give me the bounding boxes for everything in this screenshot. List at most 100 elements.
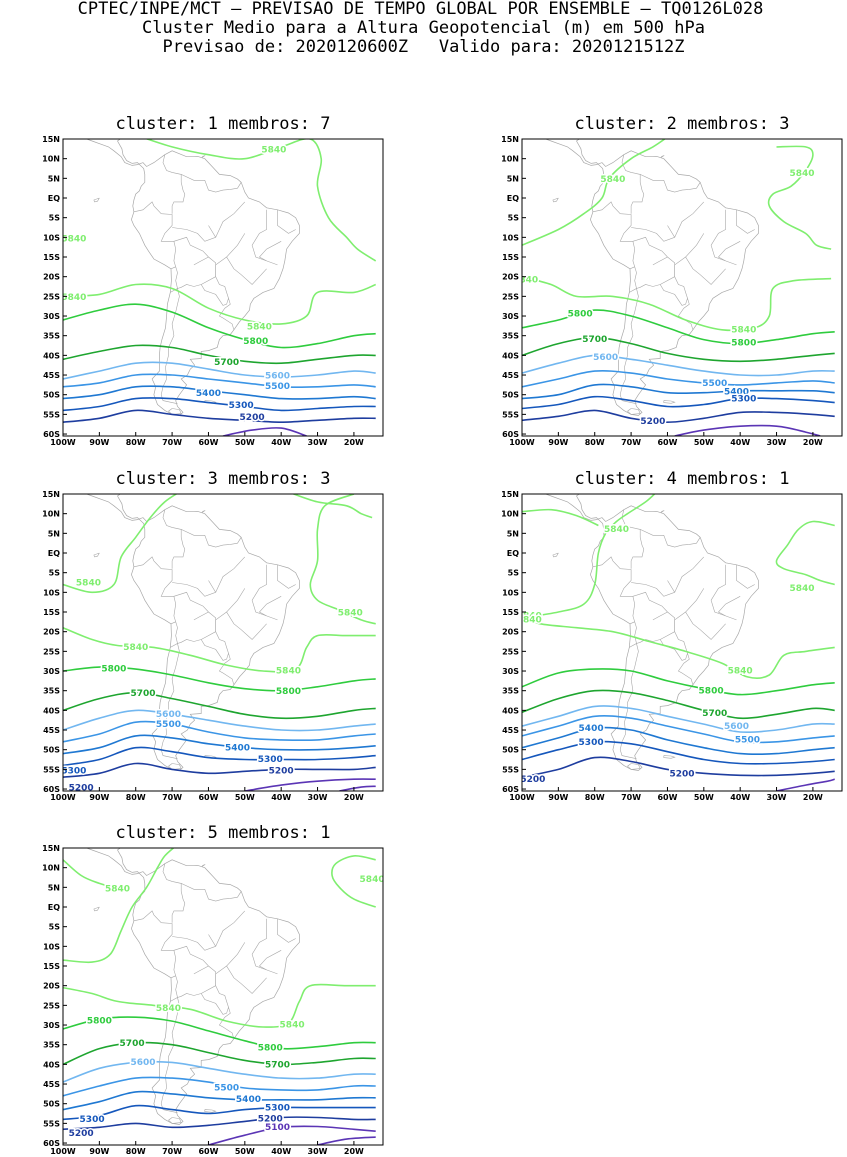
country-border	[277, 209, 296, 234]
lon-tick-label: 20W	[344, 438, 364, 447]
lon-tick-label: 30W	[308, 793, 328, 802]
lat-tick-label: 40S	[43, 706, 60, 715]
lon-tick-label: 40W	[730, 438, 750, 447]
contour-5300	[63, 397, 376, 412]
contour-label: 5840	[338, 609, 363, 619]
lat-tick-label: 5N	[507, 529, 519, 538]
island-outline	[168, 763, 182, 770]
map-area: 5840 5840 5840 5840 5800 5800 5700 5600 55005400…	[522, 139, 835, 436]
contour-label: 5700	[214, 358, 239, 368]
island-outline	[660, 510, 665, 513]
lat-tick-label: 55S	[502, 410, 519, 419]
country-border	[215, 556, 246, 593]
contour-5800	[63, 1016, 376, 1050]
contour-5200	[63, 1116, 376, 1131]
lat-tick-label: 10S	[43, 233, 60, 242]
lon-tick-label: 50W	[694, 438, 714, 447]
country-border	[181, 529, 242, 548]
lon-tick-label: 30W	[767, 438, 787, 447]
country-border	[619, 643, 639, 759]
lat-tick-label: 10S	[502, 233, 519, 242]
contour-5400	[522, 726, 835, 756]
lat-tick-label: EQ	[48, 549, 60, 558]
country-border	[181, 174, 242, 193]
lat-tick-label: EQ	[507, 194, 519, 203]
lat-tick-label: 25S	[502, 647, 519, 656]
country-border	[172, 934, 217, 951]
contour-5600	[522, 705, 835, 734]
contour-label: 5400	[196, 389, 221, 399]
country-border	[258, 241, 282, 266]
contour-5840	[63, 848, 175, 964]
contour-5840	[522, 139, 667, 246]
lat-tick-label: 30S	[502, 312, 519, 321]
island-outline	[201, 864, 206, 867]
contour-label: 5840	[280, 1021, 305, 1031]
lat-tick-label: 60S	[43, 1139, 60, 1148]
contour-5840	[331, 855, 376, 908]
contour-5700	[522, 336, 835, 363]
country-border	[172, 225, 217, 242]
contour-label: 5200	[669, 769, 694, 779]
lon-tick-label: 40W	[730, 793, 750, 802]
contour-5400	[63, 734, 376, 755]
country-border	[218, 653, 235, 685]
contour-5200	[522, 756, 835, 778]
country-border	[710, 564, 726, 617]
island-outline	[201, 510, 206, 513]
header-subtitle-line: Cluster Medio para a Altura Geopotencial…	[142, 18, 705, 38]
country-border	[251, 564, 267, 617]
country-border	[162, 863, 186, 923]
country-border	[226, 233, 267, 285]
lon-tick-label: 90W	[548, 793, 568, 802]
lat-tick-label: 40S	[43, 351, 60, 360]
contour-label: 5400	[225, 743, 250, 753]
island-outline	[552, 552, 559, 558]
contour-5600	[63, 361, 376, 380]
country-border	[173, 945, 216, 998]
lon-tick-label: 20W	[803, 438, 823, 447]
country-border	[677, 298, 694, 330]
contour-label: 5840	[61, 235, 86, 245]
contour-5600	[522, 354, 835, 377]
lon-tick-label: 70W	[621, 793, 641, 802]
contour-label: 5800	[699, 686, 724, 696]
country-border	[736, 564, 755, 589]
lat-tick-label: 20S	[502, 273, 519, 282]
country-border	[674, 611, 686, 632]
contour-label: 5600	[265, 372, 290, 382]
contour-label: 5600	[724, 722, 749, 732]
contour-label: 5700	[702, 709, 727, 719]
contour-label: 5300	[258, 755, 283, 765]
contour-label: 5200	[640, 417, 665, 427]
country-border	[674, 556, 705, 593]
country-border	[162, 154, 186, 214]
lon-tick-label: 80W	[126, 438, 146, 447]
contour-5600	[63, 709, 376, 732]
island-outline	[627, 408, 641, 415]
lon-tick-label: 50W	[694, 793, 714, 802]
country-border	[717, 596, 741, 621]
contour-label: 5500	[265, 382, 290, 392]
lon-tick-label: 70W	[162, 1147, 182, 1156]
country-border	[133, 556, 177, 625]
lat-tick-label: 45S	[43, 371, 60, 380]
lat-tick-label: 35S	[43, 1041, 60, 1050]
lat-tick-label: 25S	[43, 292, 60, 301]
contour-5840	[522, 508, 599, 527]
contour-5100	[244, 778, 376, 791]
cluster-panel-3: cluster: 3 membros: 3 5840 5840 5840 5840 580…	[42, 469, 384, 802]
contour-5840	[522, 494, 656, 619]
contour-5700	[63, 344, 376, 365]
lat-tick-label: 35S	[43, 687, 60, 696]
lon-tick-label: 60W	[657, 438, 677, 447]
country-border	[621, 154, 645, 214]
contour-5800	[522, 668, 835, 696]
contour-label: 5840	[731, 326, 756, 336]
contour-5400	[63, 385, 376, 400]
lon-tick-label: 80W	[126, 793, 146, 802]
lat-tick-label: 15S	[43, 608, 60, 617]
island-outline	[168, 408, 182, 415]
contour-5300	[63, 1104, 376, 1121]
contour-5500	[522, 714, 835, 744]
